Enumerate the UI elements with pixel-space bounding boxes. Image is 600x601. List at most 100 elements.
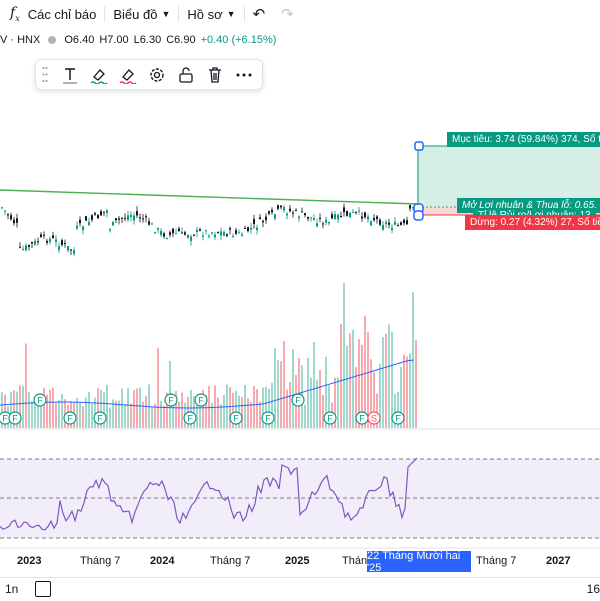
volume-bar	[358, 339, 360, 428]
candle-body	[145, 216, 147, 218]
candle-body	[373, 218, 375, 221]
marker-text: F	[2, 414, 8, 424]
more-icon[interactable]	[233, 64, 255, 86]
candle-body	[49, 238, 51, 243]
profile-menu-button[interactable]: Hồ sơ ▼	[179, 0, 243, 28]
volume-bar	[379, 363, 381, 428]
volume-bar	[340, 324, 342, 428]
volume-bar	[103, 392, 105, 428]
candle-body	[184, 232, 186, 235]
volume-bar	[202, 389, 204, 428]
candle-body	[169, 232, 171, 235]
timeframe-button[interactable]: 1n	[5, 582, 19, 596]
candle-body	[340, 216, 342, 218]
candle-body	[100, 211, 102, 216]
time-axis-label: 2025	[285, 555, 310, 567]
marker-text: F	[359, 414, 365, 424]
calendar-icon[interactable]	[35, 581, 51, 597]
volume-bar	[97, 388, 99, 428]
text-icon[interactable]	[59, 64, 81, 86]
time-axis-label: Tháng 7	[476, 555, 517, 567]
volume-bar	[346, 345, 348, 428]
indicators-button[interactable]: Các chỉ báo	[20, 0, 105, 28]
volume-bar	[361, 344, 363, 428]
candle-body	[172, 228, 174, 234]
volume-bar	[112, 399, 114, 428]
time-axis-label: Tháng 7	[80, 555, 121, 567]
target-handle[interactable]	[414, 141, 424, 151]
marker-circle	[291, 393, 305, 407]
candle-body	[31, 241, 33, 244]
candle-body	[403, 219, 405, 224]
volume-bar	[166, 392, 168, 428]
candle-body	[262, 220, 264, 223]
dividend-marker: F	[33, 393, 47, 407]
volume-bar	[121, 388, 123, 428]
marker-text: F	[265, 414, 271, 424]
time-axis-label: 2024	[150, 555, 175, 567]
fx-icon[interactable]: fx	[10, 5, 20, 23]
time-axis-label: Tháng 7	[210, 555, 251, 567]
candle-body	[346, 210, 348, 216]
candle-body	[112, 221, 114, 226]
volume-bar	[52, 387, 54, 428]
rsi-band	[0, 459, 600, 538]
drag-handle-icon[interactable]	[42, 66, 48, 83]
volume-bar	[415, 339, 417, 428]
volume-bar	[388, 324, 390, 428]
dividend-marker: F	[355, 411, 369, 425]
volume-bar	[211, 403, 213, 428]
fill-color-icon[interactable]	[117, 64, 139, 86]
volume-bar	[370, 359, 372, 428]
trash-icon[interactable]	[204, 64, 226, 86]
volume-bar	[214, 385, 216, 428]
dividend-marker: F	[391, 411, 405, 425]
symbol-legend: V · HNX O6.40 H7.00 L6.30 C6.90 +0.40 (+…	[0, 34, 276, 46]
unlock-icon[interactable]	[175, 64, 197, 86]
candle-body	[61, 240, 63, 245]
marker-circle	[33, 393, 47, 407]
volume-bar	[133, 390, 135, 428]
candle-body	[307, 216, 309, 219]
volume-bar	[124, 404, 126, 428]
candle-body	[115, 218, 117, 221]
candle-body	[142, 218, 144, 220]
volume-bar	[343, 282, 345, 428]
candle-body	[274, 214, 276, 219]
open-value: O6.40	[64, 34, 95, 46]
low-value: L6.30	[133, 34, 162, 46]
volume-bar	[58, 400, 60, 428]
crosshair-date-label: 22 Tháng Mười hai '25	[367, 550, 471, 574]
dividend-marker: F	[194, 393, 208, 407]
volume-bar	[175, 391, 177, 428]
line-color-icon[interactable]	[88, 64, 110, 86]
volume-bar	[253, 385, 255, 428]
bottom-right-text: 16	[586, 582, 600, 596]
volume-bar	[145, 395, 147, 428]
undo-icon[interactable]: ↶	[252, 6, 266, 23]
stop-handle[interactable]	[413, 210, 424, 221]
redo-icon[interactable]: ↷	[281, 6, 294, 23]
volume-bar	[79, 402, 81, 428]
candle-body	[46, 240, 48, 243]
volume-bar	[265, 386, 267, 428]
volume-bar	[55, 402, 57, 428]
volume-bar	[292, 349, 294, 428]
dividend-marker: F	[323, 411, 337, 425]
marker-text: F	[395, 414, 401, 424]
candle-body	[103, 211, 105, 213]
volume-bar	[100, 389, 102, 428]
candle-body	[259, 217, 261, 220]
candle-body	[7, 214, 9, 216]
candle-body	[148, 221, 150, 225]
settings-icon[interactable]	[146, 64, 168, 86]
volume-bar	[376, 393, 378, 428]
candle-body	[334, 214, 336, 219]
candle-body	[124, 217, 126, 219]
symbol-name[interactable]: V · HNX	[0, 34, 41, 46]
candle-body	[391, 227, 393, 231]
chart-menu-button[interactable]: Biểu đồ ▼	[105, 0, 178, 28]
dividend-marker: F	[291, 393, 305, 407]
candle-body	[256, 227, 258, 231]
